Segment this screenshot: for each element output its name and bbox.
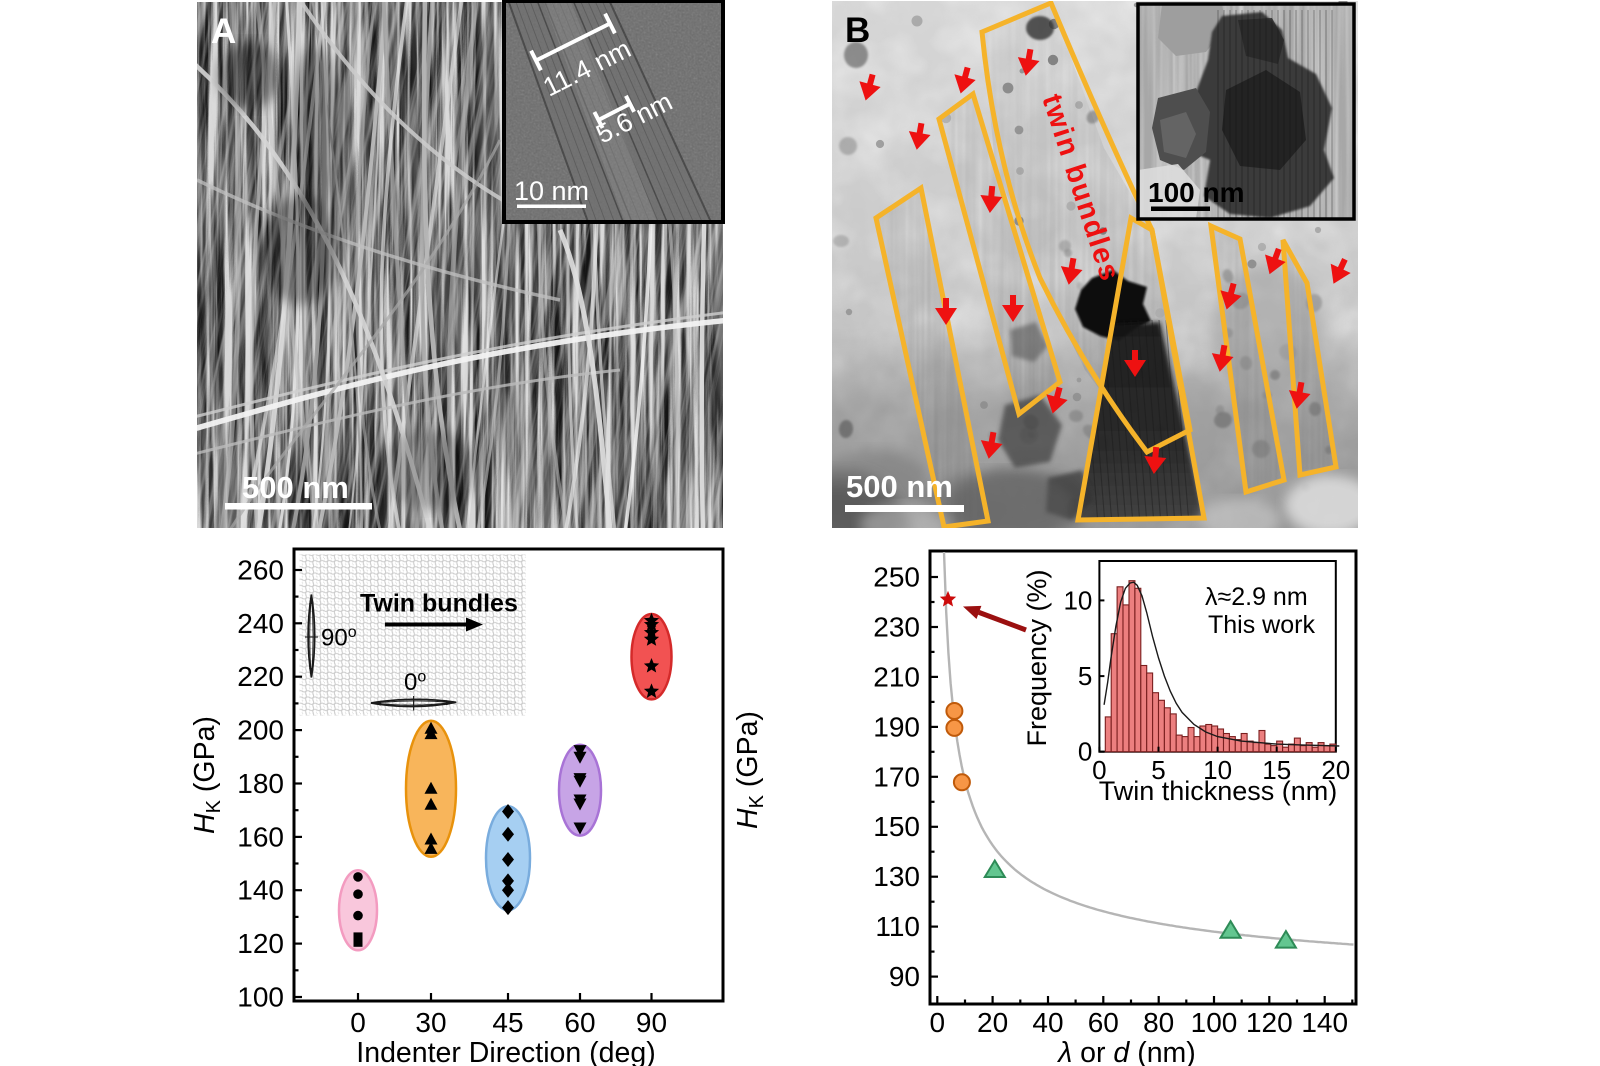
svg-text:210: 210 xyxy=(873,661,920,692)
svg-text:0: 0 xyxy=(930,1007,946,1038)
svg-text:140: 140 xyxy=(1301,1007,1348,1038)
svg-text:130: 130 xyxy=(873,861,920,892)
svg-text:500 nm: 500 nm xyxy=(846,469,953,504)
svg-text:190: 190 xyxy=(873,711,920,742)
svg-text:120: 120 xyxy=(237,928,284,959)
svg-text:110: 110 xyxy=(875,911,920,942)
svg-text:Twin bundles: Twin bundles xyxy=(360,590,518,618)
svg-text:140: 140 xyxy=(237,875,284,906)
svg-text:30: 30 xyxy=(415,1007,446,1038)
svg-text:250: 250 xyxy=(873,562,920,593)
svg-text:HK (GPa): HK (GPa) xyxy=(189,716,225,834)
svg-text:5: 5 xyxy=(1078,661,1092,691)
svg-text:15: 15 xyxy=(1262,755,1291,785)
svg-text:This work: This work xyxy=(1208,611,1315,639)
svg-text:Twin thickness (nm): Twin thickness (nm) xyxy=(1099,776,1338,806)
svg-text:0: 0 xyxy=(1092,755,1106,785)
svg-text:60: 60 xyxy=(564,1007,595,1038)
svg-text:60: 60 xyxy=(1088,1007,1119,1038)
svg-text:220: 220 xyxy=(237,661,284,692)
svg-text:5: 5 xyxy=(1151,755,1165,785)
svg-text:λ≈2.9 nm: λ≈2.9 nm xyxy=(1205,583,1308,611)
svg-text:10: 10 xyxy=(1203,755,1232,785)
svg-text:180: 180 xyxy=(237,768,284,799)
svg-text:100 nm: 100 nm xyxy=(1148,177,1245,208)
svg-text:20: 20 xyxy=(977,1007,1008,1038)
svg-text:HK (GPa): HK (GPa) xyxy=(732,711,768,829)
svg-text:230: 230 xyxy=(873,612,920,643)
svg-text:A: A xyxy=(211,12,236,51)
svg-text:150: 150 xyxy=(873,811,920,842)
svg-text:Frequency (%): Frequency (%) xyxy=(1022,569,1052,746)
svg-text:120: 120 xyxy=(1246,1007,1293,1038)
svg-text:100: 100 xyxy=(1191,1007,1238,1038)
svg-text:160: 160 xyxy=(237,821,284,852)
svg-text:260: 260 xyxy=(237,555,284,586)
svg-text:10: 10 xyxy=(1063,585,1092,615)
svg-text:170: 170 xyxy=(873,761,920,792)
svg-text:90: 90 xyxy=(636,1007,667,1038)
svg-text:40: 40 xyxy=(1032,1007,1063,1038)
svg-text:0: 0 xyxy=(1078,737,1092,767)
svg-text:45: 45 xyxy=(492,1007,523,1038)
svg-text:0: 0 xyxy=(350,1007,366,1038)
svg-text:240: 240 xyxy=(237,608,284,639)
svg-text:B: B xyxy=(845,11,870,50)
svg-text:200: 200 xyxy=(237,715,284,746)
svg-text:λ or d (nm): λ or d (nm) xyxy=(1056,1037,1196,1066)
svg-text:500 nm: 500 nm xyxy=(242,470,349,505)
svg-text:90: 90 xyxy=(889,961,920,992)
svg-text:80: 80 xyxy=(1143,1007,1174,1038)
svg-text:20: 20 xyxy=(1321,755,1350,785)
svg-text:100: 100 xyxy=(237,982,284,1013)
svg-text:10 nm: 10 nm xyxy=(514,176,589,206)
svg-text:Indenter Direction (deg): Indenter Direction (deg) xyxy=(356,1037,655,1066)
